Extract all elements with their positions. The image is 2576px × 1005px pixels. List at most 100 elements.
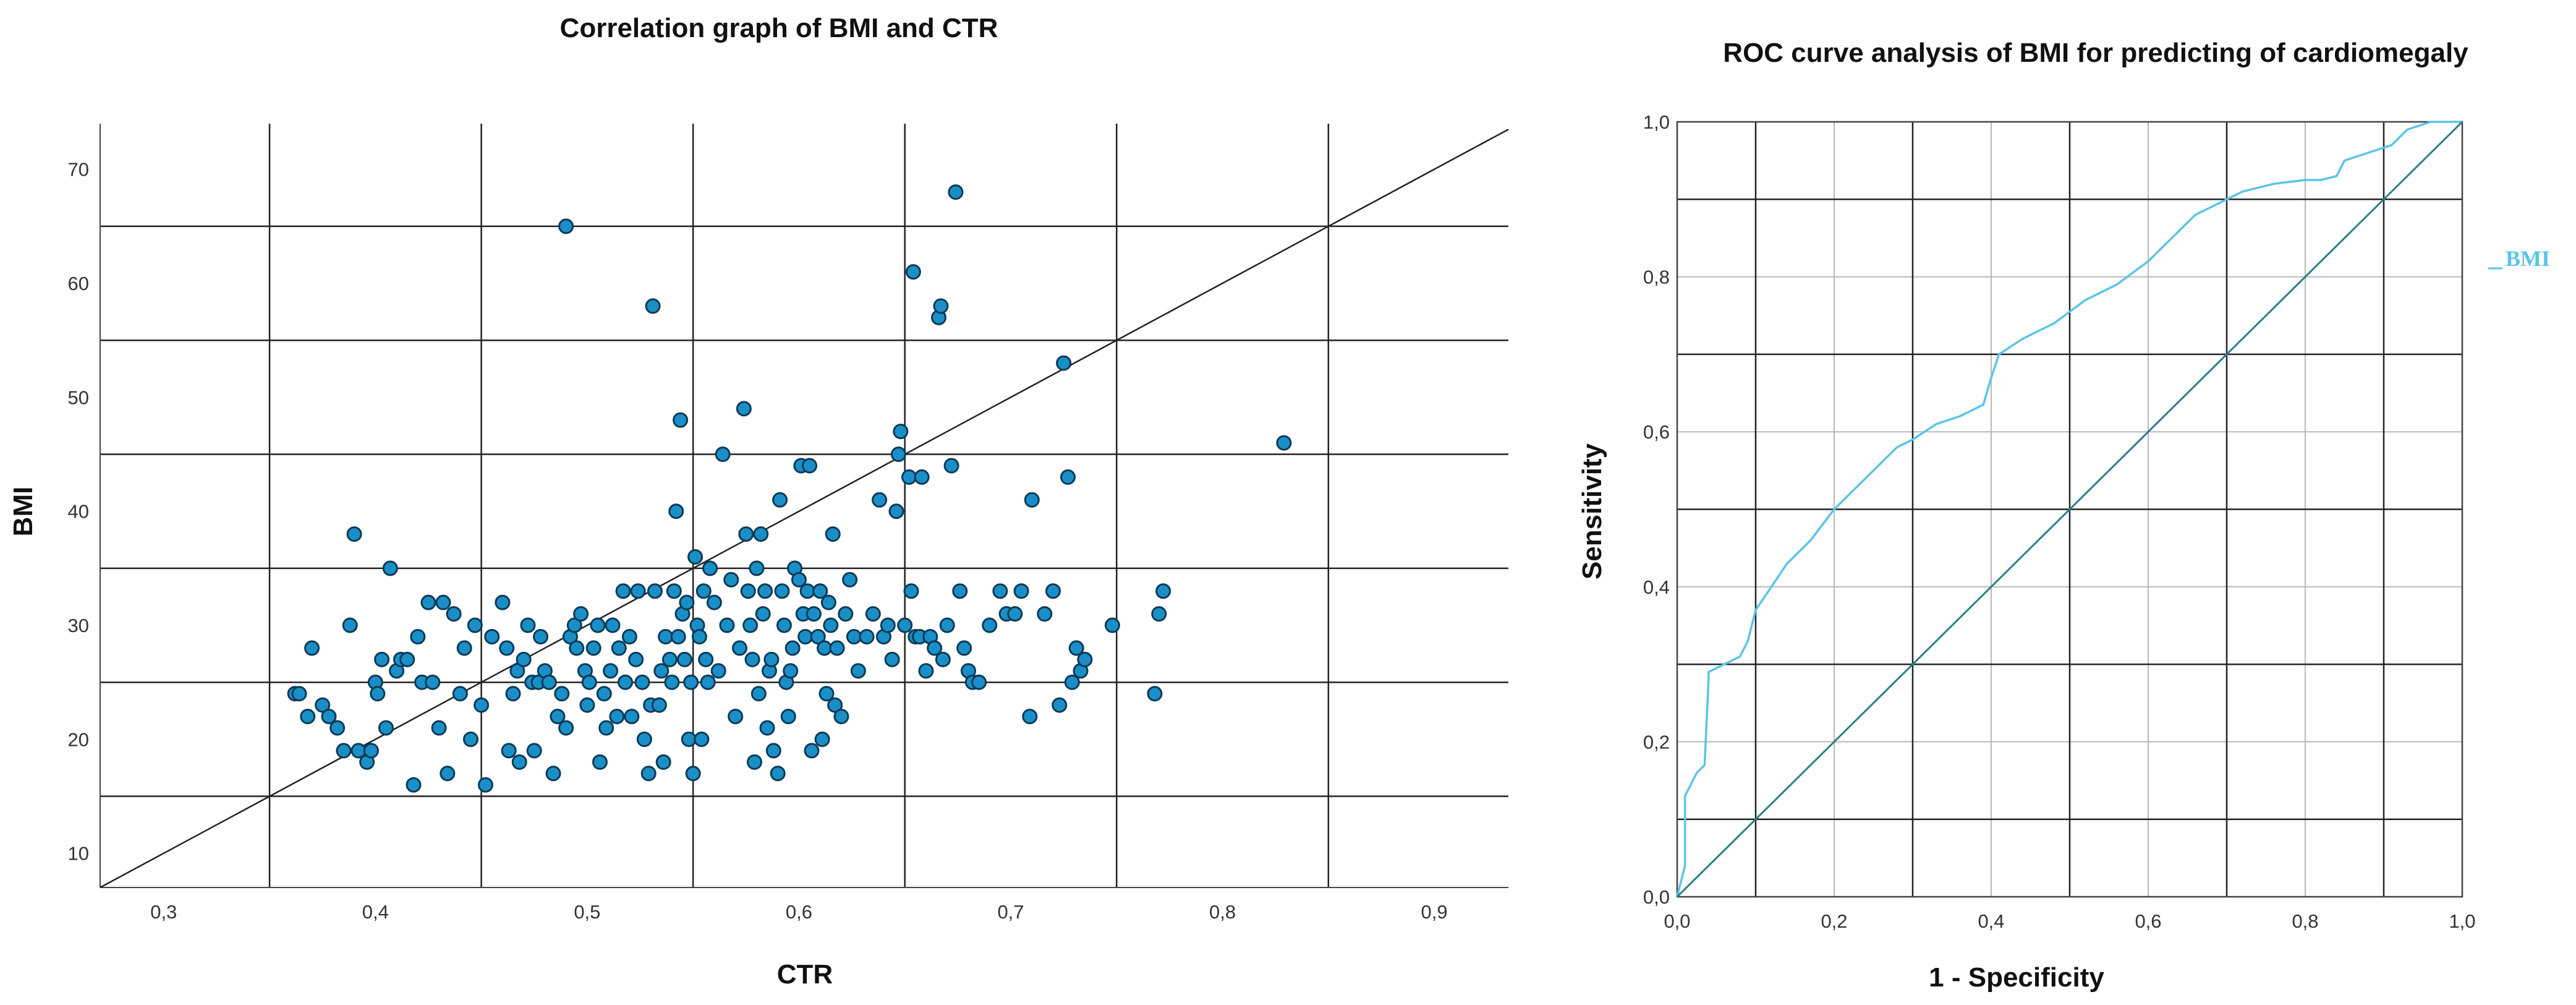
scatter-point-85: [653, 663, 670, 679]
scatter-point-151: [818, 686, 835, 702]
scatter-point-139: [791, 571, 807, 588]
scatter-reference-line-group: [100, 129, 1509, 889]
scatter-point-170: [893, 424, 909, 440]
scatter-point-133: [776, 617, 792, 633]
roc-x-tick-label-2: 0,4: [1978, 910, 2004, 932]
scatter-point-199: [1037, 606, 1053, 622]
scatter-point-182: [933, 298, 949, 314]
scatter-point-38: [499, 640, 515, 656]
roc-y-tick-label-1: 0,2: [1643, 731, 1670, 753]
scatter-point-16: [378, 720, 394, 736]
roc-plot-frame: [1676, 121, 2463, 898]
roc-reference-line: [1676, 121, 2463, 898]
scatter-point-131: [772, 492, 788, 508]
scatter-point-183: [935, 651, 951, 667]
scatter-point-17: [382, 560, 398, 576]
scatter-point-107: [702, 560, 718, 576]
scatter-point-75: [624, 709, 640, 725]
scatter-point-24: [420, 594, 436, 610]
scatter-point-54: [558, 720, 574, 736]
scatter-point-168: [888, 503, 904, 520]
scatter-point-90: [666, 583, 682, 599]
scatter-point-40: [505, 686, 521, 702]
scatter-point-126: [759, 720, 775, 736]
scatter-point-86: [655, 754, 671, 770]
scatter-point-191: [971, 674, 987, 690]
scatter-point-137: [784, 640, 801, 656]
scatter-chart: Correlation graph of BMI and CTR 0,3 0,4 0…: [8, 13, 1509, 990]
scatter-point-144: [802, 458, 818, 474]
scatter-point-37: [495, 594, 511, 610]
scatter-point-100: [687, 549, 704, 565]
roc-y-tick-label-5: 1,0: [1643, 111, 1670, 133]
scatter-point-156: [829, 640, 845, 656]
scatter-point-73: [618, 674, 634, 690]
scatter-point-149: [814, 731, 830, 747]
scatter-point-53: [554, 686, 570, 702]
scatter-point-171: [897, 617, 913, 633]
scatter-point-9: [346, 526, 362, 542]
roc-x-tick-label-3: 0,6: [2135, 910, 2161, 932]
scatter-x-axis-label: CTR: [777, 959, 833, 990]
roc-x-tick-label-4: 0,8: [2292, 910, 2318, 932]
scatter-point-39: [501, 743, 517, 759]
scatter-point-111: [719, 617, 735, 633]
scatter-point-79: [636, 731, 652, 747]
scatter-point-192: [982, 617, 998, 633]
roc-curve-bmi: [1676, 121, 2462, 897]
scatter-point-122: [750, 686, 767, 702]
roc-x-ticks: 0,0 0,2 0,4 0,6 0,8 1,0: [1664, 910, 2475, 932]
roc-y-tick-label-0: 0,0: [1643, 886, 1670, 908]
scatter-point-44: [520, 617, 536, 633]
scatter-point-167: [884, 651, 900, 667]
scatter-point-147: [810, 628, 826, 644]
roc-x-tick-label-0: 0,0: [1664, 910, 1690, 932]
scatter-point-62: [581, 674, 597, 690]
scatter-point-172: [901, 469, 917, 485]
scatter-point-125: [757, 583, 773, 599]
scatter-y-axis-label: BMI: [8, 487, 38, 537]
scatter-point-161: [850, 663, 866, 679]
scatter-y-tick-label-5: 60: [68, 273, 89, 294]
scatter-point-212: [1276, 435, 1292, 451]
scatter-x-tick-label-1: 0,4: [362, 901, 389, 923]
scatter-point-130: [770, 766, 786, 782]
scatter-x-tick-label-6: 0,9: [1421, 901, 1448, 923]
scatter-point-114: [732, 640, 748, 656]
scatter-y-tick-label-0: 10: [68, 843, 89, 865]
scatter-point-121: [749, 560, 765, 576]
scatter-point-93: [673, 412, 689, 428]
scatter-point-160: [846, 628, 862, 644]
scatter-point-78: [634, 674, 650, 690]
scatter-point-116: [738, 526, 754, 542]
scatter-gridlines: [100, 124, 1508, 887]
scatter-point-162: [859, 628, 875, 644]
scatter-point-174: [905, 264, 921, 280]
scatter-point-115: [736, 401, 752, 417]
scatter-point-198: [1024, 492, 1040, 508]
scatter-point-109: [710, 663, 726, 679]
scatter-point-97: [681, 731, 697, 747]
scatter-point-72: [615, 583, 631, 599]
scatter-point-21: [406, 777, 422, 793]
scatter-point-163: [865, 606, 881, 622]
scatter-y-tick-label-4: 50: [68, 387, 89, 408]
scatter-point-99: [685, 766, 701, 782]
scatter-point-83: [647, 583, 663, 599]
scatter-point-132: [774, 583, 790, 599]
scatter-point-136: [783, 663, 799, 679]
roc-y-axis-label: Sensitivity: [1577, 443, 1607, 579]
roc-chart-title: ROC curve analysis of BMI for predicting…: [1723, 38, 2468, 68]
scatter-point-153: [823, 617, 839, 633]
scatter-point-1: [291, 686, 307, 702]
roc-x-tick-label-5: 1,0: [2449, 910, 2475, 932]
scatter-point-70: [609, 709, 625, 725]
roc-y-tick-label-2: 0,4: [1643, 576, 1670, 598]
scatter-point-178: [918, 663, 934, 679]
scatter-plot-frame: [100, 124, 1508, 888]
scatter-point-210: [1151, 606, 1167, 622]
roc-x-axis-label: 1 - Specificity: [1929, 962, 2104, 993]
scatter-reference-line: [100, 129, 1509, 889]
scatter-x-tick-label-5: 0,8: [1209, 901, 1236, 923]
